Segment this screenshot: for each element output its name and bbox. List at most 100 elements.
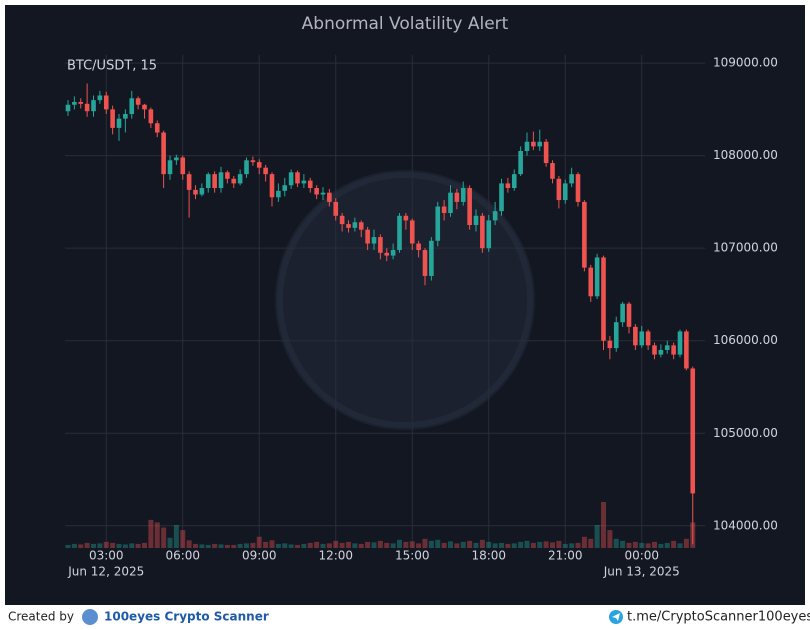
y-tick-label: 106000.00 [713,333,778,347]
volume-bar [384,542,390,548]
x-tick-label: 15:00 [395,549,430,563]
candle-body [276,190,281,198]
footer [0,605,810,630]
watermark [275,170,535,430]
brand[interactable]: 100eyes Crypto Scanner [104,610,269,624]
candle-body [505,183,511,189]
created-by: Created by [8,610,74,624]
volume-bar [473,542,479,548]
volume-bar [275,543,281,548]
volume-bar [492,543,498,548]
candle-body [690,368,696,494]
volume-bar [154,522,160,548]
candle-body [314,188,319,195]
volume-bar [333,540,339,548]
volume-bar [78,544,84,548]
volume-bar [358,543,364,548]
x-tick-label: 09:00 [242,549,277,563]
volume-bar [161,527,167,548]
candle-body [633,326,638,346]
volume-bar [218,544,224,548]
volume-bar [173,525,179,548]
candle-body [613,322,619,349]
volume-bar [224,544,230,548]
volume-bar [167,537,173,548]
y-tick-label: 104000.00 [713,518,778,532]
volume-bar [256,536,262,548]
candle-body [65,104,71,112]
candle-body [263,167,268,175]
candle-body [225,172,230,179]
volume-bar [652,541,657,548]
candle-body [84,103,90,112]
volume-bar [231,544,237,548]
volume-bar [499,542,504,548]
volume-bar [581,536,587,548]
candle-body [422,250,428,276]
candle-body [142,104,147,110]
candle-body [486,220,492,249]
candle-body [429,240,434,276]
volume-bar [346,541,351,548]
candle-body [78,101,84,104]
candle-body [180,157,186,175]
volume-bar [671,540,677,548]
candle-body [664,345,670,350]
candle-body [110,109,115,128]
candle-body [409,220,415,244]
candle-body [416,243,421,251]
candle-body [473,215,479,226]
telegram-plane [612,613,620,621]
candle-body [161,132,166,175]
volume-bar [562,543,568,548]
volume-bar [288,544,294,548]
y-tick-label: 109000.00 [713,56,778,70]
candle-body [154,123,160,133]
volume-bar [428,540,434,548]
candle-body [371,237,377,244]
candle-body [531,141,536,147]
candle-body [231,178,237,184]
volume-bar [543,541,549,548]
candle-body [358,222,364,230]
volume-bar [339,542,345,548]
candle-body [256,162,262,168]
candles [65,83,696,545]
volume-bar [467,540,473,548]
candle-body [269,174,275,198]
candle-body [384,252,390,256]
volume-bar [620,540,626,548]
volume-bar [441,542,447,548]
volume-bar [511,543,517,548]
candle-body [135,98,141,105]
candle-body [492,211,498,221]
volume-bar [683,538,689,548]
volume-bar [244,543,249,548]
volume-bar [390,543,396,548]
candle-body [658,349,664,355]
telegram-link[interactable]: t.me/CryptoScanner100eyes [627,610,810,625]
candle-body [569,174,574,184]
candle-body [116,118,122,128]
candle-body [454,192,460,202]
volume-bar [186,540,192,548]
volume-bar [320,543,326,548]
volume-bar [486,541,492,548]
x-tick-label: 00:00 [624,549,659,563]
candle-body [639,331,645,346]
candle-body [123,114,128,119]
volume-bar [556,540,562,548]
candle-body [518,151,523,175]
candle-body [435,206,441,241]
candle-body [244,160,249,175]
candle-body [282,185,288,191]
candle-body [320,192,326,195]
candle-body [378,237,383,253]
volume-bar [639,542,645,548]
volume-bar [601,502,606,548]
x-tick-label: 21:00 [548,549,583,563]
candle-body [339,215,345,225]
candle-body [346,224,351,228]
candle-body [537,141,543,147]
candle-body [684,331,689,369]
